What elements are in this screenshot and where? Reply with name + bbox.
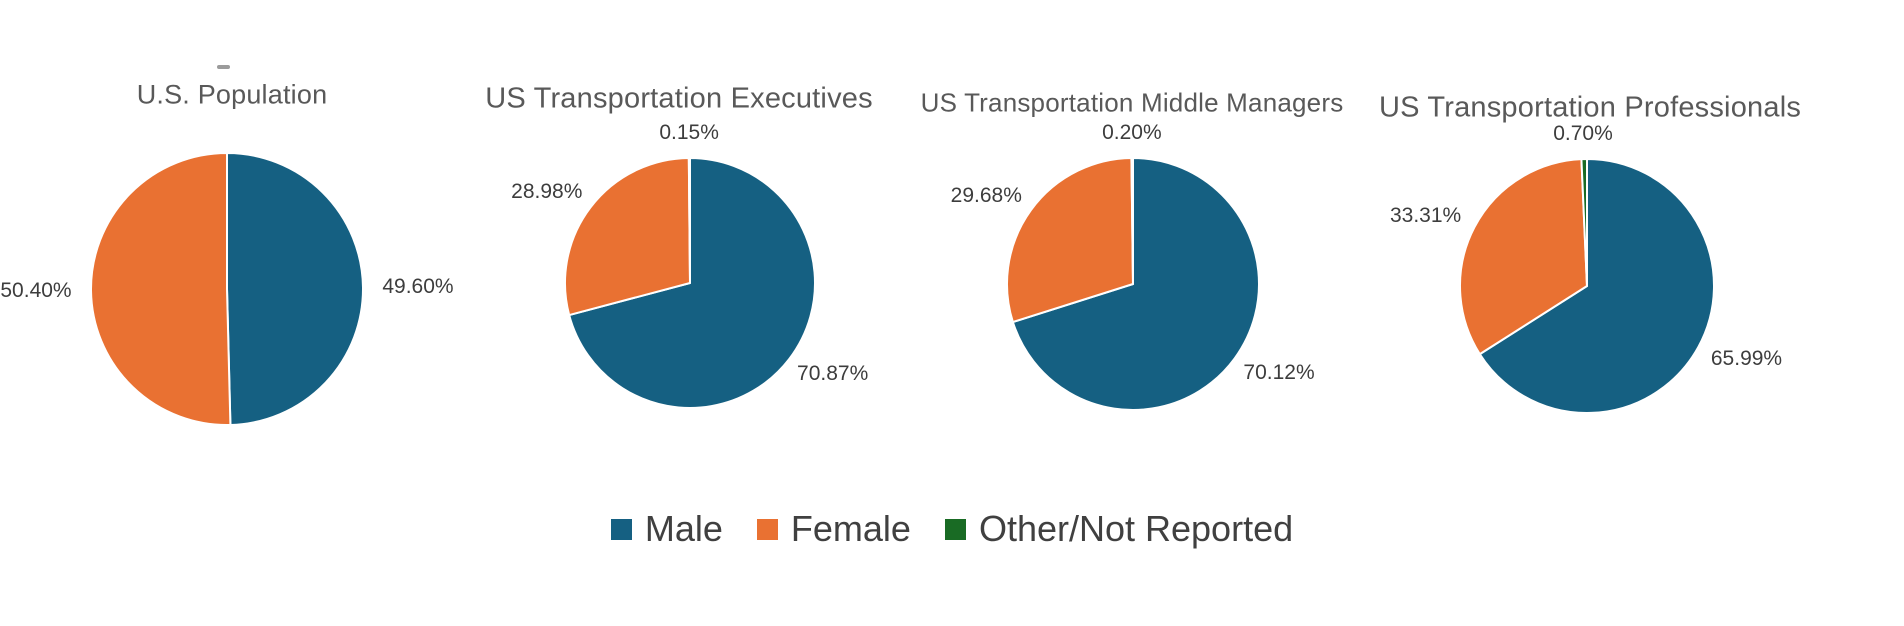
pie-slice-female: [1459, 158, 1588, 356]
data-label-male: 70.12%: [1243, 361, 1315, 385]
data-label-male: 70.87%: [797, 362, 869, 386]
data-label-other-not-reported: 0.15%: [659, 121, 719, 144]
legend-item-male: Male: [610, 508, 723, 550]
pie-us-transportation-middle-managers: [1006, 157, 1260, 411]
pie-slice-male: [568, 157, 816, 409]
data-label-male: 49.60%: [382, 274, 454, 298]
chart-title: US Transportation Middle Managers: [920, 87, 1344, 118]
chart-title: US Transportation Professionals: [1378, 91, 1802, 124]
data-label-male: 65.99%: [1710, 347, 1783, 371]
legend-label-other-not-reported: Other/Not Reported: [978, 508, 1294, 549]
data-label-female: 29.68%: [950, 183, 1022, 207]
data-label-female: 50.40%: [0, 279, 72, 303]
pie-slice-female: [90, 152, 232, 426]
legend-label-male: Male: [644, 508, 723, 549]
legend-swatch-other-not-reported: [944, 518, 966, 540]
legend-swatch-female: [756, 518, 778, 540]
pie-slice-male: [226, 152, 364, 426]
pie-slice-female: [564, 157, 691, 317]
pie-slice-female: [1006, 157, 1134, 324]
pie-slice-other-not-reported: [1130, 157, 1134, 285]
pie-us-transportation-executives: [564, 157, 816, 409]
data-label-female: 28.98%: [511, 180, 583, 204]
pie-u-s-population: [90, 152, 364, 426]
pie-slice-male: [1011, 157, 1260, 411]
legend-item-female: Female: [756, 508, 911, 550]
pie-us-transportation-professionals: [1459, 158, 1715, 414]
pie-slice-other-not-reported: [687, 157, 691, 284]
chart-title: U.S. Population: [136, 79, 328, 110]
pie-slice-male: [1478, 158, 1715, 414]
legend-label-female: Female: [790, 508, 911, 549]
pie-slice-other-not-reported: [1580, 158, 1588, 287]
data-label-other-not-reported: 0.70%: [1553, 122, 1613, 146]
legend-item-other-not-reported: Other/Not Reported: [944, 508, 1294, 550]
stray-dash-artifact: [217, 65, 230, 69]
chart-title: US Transportation Executives: [485, 82, 873, 115]
data-label-other-not-reported: 0.20%: [1102, 121, 1162, 144]
legend-swatch-male: [610, 518, 632, 540]
data-label-female: 33.31%: [1389, 203, 1462, 227]
chart-legend: Male Female Other/Not Reported: [0, 508, 1904, 550]
